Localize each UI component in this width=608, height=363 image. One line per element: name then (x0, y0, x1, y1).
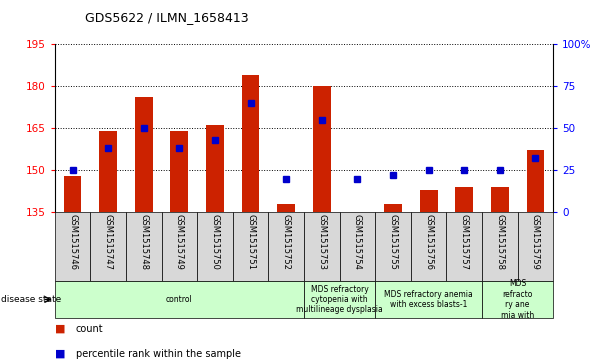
Bar (91, 212, 126, 281)
Bar (99, 131, 117, 212)
Bar (482, 212, 517, 281)
Bar (375, 281, 482, 318)
Text: control: control (166, 295, 193, 304)
Bar (64, 176, 81, 212)
Text: GSM1515758: GSM1515758 (496, 215, 505, 270)
Text: GSM1515748: GSM1515748 (139, 215, 148, 270)
Text: GSM1515757: GSM1515757 (460, 215, 469, 270)
Text: GSM1515747: GSM1515747 (103, 215, 112, 270)
Text: MDS refractory anemia
with excess blasts-1: MDS refractory anemia with excess blasts… (384, 290, 473, 309)
Text: GSM1515750: GSM1515750 (210, 215, 219, 270)
Bar (170, 131, 188, 212)
Bar (197, 212, 233, 281)
Text: GSM1515759: GSM1515759 (531, 215, 540, 270)
Bar (527, 150, 544, 212)
Text: MDS
refracto
ry ane
mia with: MDS refracto ry ane mia with (501, 280, 534, 319)
Bar (126, 212, 162, 281)
Bar (446, 212, 482, 281)
Bar (313, 86, 331, 212)
Bar (491, 187, 509, 212)
Text: GSM1515751: GSM1515751 (246, 215, 255, 270)
Text: ■: ■ (55, 349, 65, 359)
Bar (340, 212, 375, 281)
Bar (55, 212, 91, 281)
Text: GSM1515746: GSM1515746 (68, 215, 77, 270)
Bar (162, 212, 197, 281)
Bar (304, 281, 375, 318)
Text: GSM1515749: GSM1515749 (175, 215, 184, 270)
Text: GDS5622 / ILMN_1658413: GDS5622 / ILMN_1658413 (85, 11, 249, 24)
Bar (241, 74, 260, 212)
Bar (135, 97, 153, 212)
Text: GSM1515755: GSM1515755 (389, 215, 398, 270)
Text: percentile rank within the sample: percentile rank within the sample (76, 349, 241, 359)
Bar (268, 212, 304, 281)
Text: disease state: disease state (1, 295, 61, 304)
Text: GSM1515752: GSM1515752 (282, 215, 291, 270)
Bar (277, 204, 295, 212)
Text: count: count (76, 323, 103, 334)
Bar (304, 212, 340, 281)
Bar (384, 204, 402, 212)
Bar (420, 190, 438, 212)
Bar (233, 212, 268, 281)
Bar (411, 212, 446, 281)
Bar (517, 212, 553, 281)
Bar (455, 187, 473, 212)
Bar (55, 281, 304, 318)
Text: MDS refractory
cytopenia with
multilineage dysplasia: MDS refractory cytopenia with multilinea… (296, 285, 383, 314)
Bar (206, 125, 224, 212)
Bar (482, 281, 553, 318)
Text: GSM1515754: GSM1515754 (353, 215, 362, 270)
Text: GSM1515753: GSM1515753 (317, 215, 326, 270)
Text: ■: ■ (55, 323, 65, 334)
Bar (375, 212, 411, 281)
Text: GSM1515756: GSM1515756 (424, 215, 433, 270)
